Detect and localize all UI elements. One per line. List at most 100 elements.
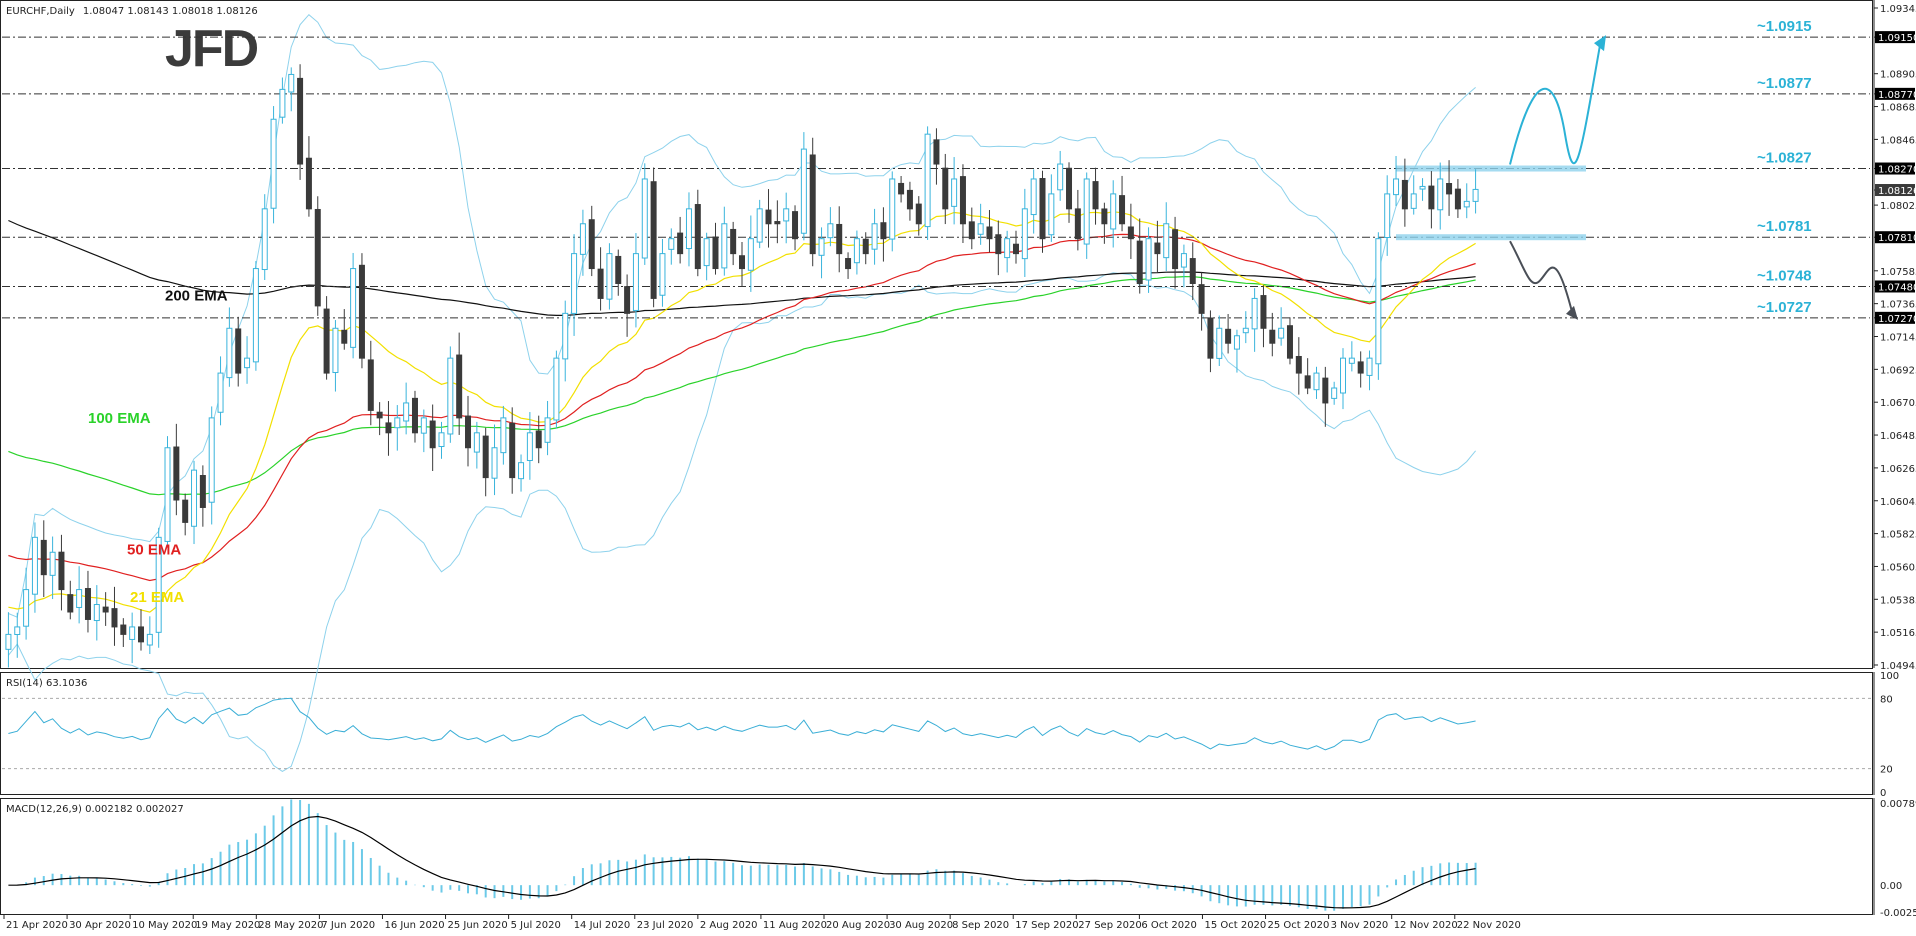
- candle-body: [137, 626, 144, 643]
- candle-body: [712, 236, 719, 270]
- candle: [1233, 329, 1240, 373]
- date-tick-label: 27 Sep 2020: [1078, 920, 1141, 931]
- date-tick-label: 28 May 2020: [258, 920, 323, 931]
- price-axis: 1.09345 1.09150 1.08905 1.08770 1.08685 1.084…: [1873, 0, 1916, 672]
- candle-body: [456, 354, 463, 419]
- candle: [712, 222, 719, 275]
- candle: [845, 252, 852, 279]
- candle: [615, 249, 622, 296]
- candle: [1092, 167, 1099, 225]
- candle: [747, 215, 754, 292]
- candle: [146, 616, 153, 655]
- candle: [968, 207, 975, 250]
- date-tick-label: 30 Aug 2020: [889, 920, 953, 931]
- candle: [84, 570, 91, 633]
- candle: [1048, 174, 1055, 242]
- candle-body: [650, 181, 657, 299]
- candle-body: [208, 417, 215, 503]
- candle-body: [933, 139, 940, 165]
- candle: [933, 128, 940, 185]
- candle: [40, 520, 47, 598]
- candle: [942, 153, 949, 225]
- candle-body: [491, 447, 498, 479]
- candle: [977, 203, 984, 245]
- candle-body: [615, 255, 622, 284]
- candle-body: [1021, 208, 1028, 260]
- candle-body: [836, 223, 843, 255]
- date-tick-label: 17 Sep 2020: [1015, 920, 1078, 931]
- candle-body: [1145, 238, 1152, 281]
- candle: [270, 106, 277, 224]
- candle-body: [164, 447, 171, 542]
- candle-body: [376, 411, 383, 419]
- candle: [1119, 175, 1126, 232]
- candle-body: [792, 211, 799, 240]
- bearish-scenario-arrow: [1509, 240, 1573, 313]
- candle-body: [739, 255, 745, 270]
- macd-signal-line: [8, 815, 1476, 909]
- price-tick-label: 1.07365: [1880, 300, 1916, 311]
- price-tick-label: 1.04945: [1880, 661, 1916, 672]
- candle-body: [571, 253, 578, 314]
- candle: [1428, 171, 1435, 229]
- date-tick-label: 10 May 2020: [132, 920, 197, 931]
- candle: [889, 171, 896, 252]
- level-label: ~1.0748: [1757, 267, 1812, 284]
- candle-body: [1189, 258, 1196, 284]
- candle-body: [1322, 377, 1329, 404]
- candle-body: [959, 176, 966, 225]
- candle: [129, 612, 136, 664]
- candle: [765, 189, 772, 248]
- candle-body: [279, 88, 286, 118]
- candle: [906, 181, 913, 221]
- candle: [500, 405, 507, 465]
- candle-body: [1446, 183, 1453, 195]
- candle-body: [1207, 317, 1214, 359]
- candle: [739, 242, 745, 287]
- candle: [111, 586, 118, 646]
- date-tick-label: 30 Apr 2020: [69, 920, 131, 931]
- price-candles: [5, 64, 1479, 668]
- candle: [535, 415, 542, 464]
- candle-body: [473, 432, 480, 453]
- candle-body: [809, 154, 816, 255]
- price-tick-label: 1.05825: [1880, 530, 1916, 541]
- ema100-line: [8, 275, 1476, 496]
- rsi-panel: [0, 672, 1873, 795]
- candle-body: [1419, 185, 1426, 190]
- rsi-tick-label: 100: [1880, 671, 1899, 682]
- candle-body: [1092, 181, 1099, 210]
- candle-body: [765, 209, 772, 225]
- date-tick-label: 8 Sep 2020: [952, 920, 1009, 931]
- candle: [1057, 150, 1064, 201]
- candle: [1012, 230, 1019, 264]
- date-tick-label: 5 Jul 2020: [511, 920, 561, 931]
- price-tick-label: 1.05165: [1880, 628, 1916, 639]
- candle-body: [606, 253, 613, 300]
- candle: [1083, 172, 1090, 259]
- candle: [800, 132, 807, 241]
- candle: [1225, 314, 1232, 354]
- candle: [624, 274, 631, 337]
- candle: [721, 206, 728, 276]
- candle: [297, 64, 304, 180]
- price-tick-label: 1.07480: [1878, 282, 1916, 293]
- candle: [827, 207, 834, 247]
- candle-body: [783, 208, 790, 222]
- candle-body: [1331, 387, 1338, 399]
- candle: [120, 618, 127, 647]
- candle-body: [1260, 295, 1267, 329]
- date-tick-label: 23 Jul 2020: [637, 920, 694, 931]
- date-tick-label: 7 Jun 2020: [321, 920, 375, 931]
- candle-body: [774, 221, 781, 225]
- candle-body: [155, 536, 162, 633]
- candle-body: [562, 312, 569, 360]
- candle: [164, 436, 171, 548]
- candle-body: [1286, 325, 1293, 359]
- candle-body: [853, 238, 860, 264]
- candle-body: [624, 286, 631, 314]
- candle-body: [1428, 185, 1435, 210]
- price-tick-label: 1.09150: [1878, 33, 1916, 44]
- candle-body: [509, 422, 516, 479]
- candle-body: [1410, 193, 1417, 209]
